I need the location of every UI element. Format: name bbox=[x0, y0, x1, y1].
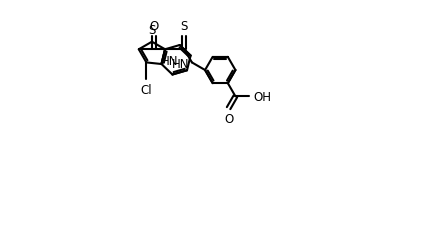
Text: O: O bbox=[150, 20, 159, 33]
Text: HN: HN bbox=[172, 58, 190, 71]
Text: O: O bbox=[224, 113, 233, 126]
Text: S: S bbox=[181, 20, 188, 33]
Text: OH: OH bbox=[253, 90, 271, 103]
Text: S: S bbox=[148, 24, 156, 37]
Text: HN: HN bbox=[160, 55, 178, 68]
Text: Cl: Cl bbox=[140, 84, 152, 97]
